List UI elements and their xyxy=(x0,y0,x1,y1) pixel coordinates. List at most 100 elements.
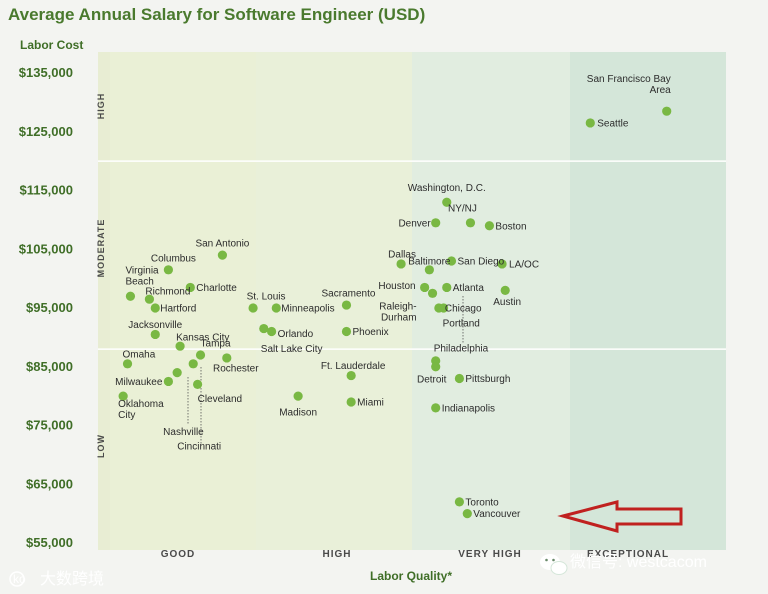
label-san-francisco-bay-area: San Francisco Bay Area xyxy=(587,74,671,96)
label-philadelphia: Philadelphia xyxy=(434,343,489,354)
point-virginia-beach xyxy=(125,291,136,301)
label-boston: Boston xyxy=(495,221,526,232)
point-detroit xyxy=(431,362,441,372)
point-jacksonville xyxy=(150,329,160,340)
label-nashville: Nashville xyxy=(163,427,204,438)
watermark-left-text: 大数跨境 xyxy=(40,569,104,588)
label-la-oc: LA/OC xyxy=(509,259,539,270)
point-minneapolis xyxy=(271,303,281,313)
watermark-right-text: 微信号: westcacom xyxy=(570,553,707,571)
label-sacramento: Sacramento xyxy=(322,289,376,300)
y-tick-label: $115,000 xyxy=(19,183,73,198)
y-tick-label: $55,000 xyxy=(26,535,73,550)
point-omaha xyxy=(122,359,133,369)
left-edge-band xyxy=(98,52,110,550)
point-ny-nj xyxy=(465,218,476,228)
label-omaha: Omaha xyxy=(123,349,156,360)
point-austin xyxy=(500,285,510,295)
highlight-arrow xyxy=(557,500,683,533)
point-cincinnati xyxy=(188,359,198,369)
point-madison xyxy=(293,391,303,401)
y-tick-label: $135,000 xyxy=(19,65,73,80)
label-baltimore: Baltimore xyxy=(408,256,451,267)
label-rochester: Rochester xyxy=(213,363,259,374)
point-toronto xyxy=(454,497,464,507)
region-high xyxy=(256,52,412,550)
point-cleveland xyxy=(193,379,203,389)
label-pittsburgh: Pittsburgh xyxy=(465,374,510,385)
label-charlotte: Charlotte xyxy=(196,283,237,294)
point-pittsburgh xyxy=(454,373,464,384)
label-raleigh-durham: Raleigh-Durham xyxy=(379,301,416,323)
label-oklahoma-city: Oklahoma City xyxy=(118,399,164,421)
point-raleigh-durham xyxy=(427,288,438,298)
y-tick-label: $125,000 xyxy=(19,124,73,139)
label-richmond: Richmond xyxy=(145,287,190,298)
label-tampa: Tampa xyxy=(201,339,231,350)
quality-category-high: HIGH xyxy=(323,549,352,560)
label-orlando: Orlando xyxy=(278,329,314,340)
label-chicago: Chicago xyxy=(445,304,482,315)
point-vancouver xyxy=(462,509,472,519)
point-salt-lake-city xyxy=(259,323,269,334)
label-virginia-beach: Virginia Beach xyxy=(125,265,159,287)
point-nashville xyxy=(172,368,182,378)
point-san-diego xyxy=(446,256,457,266)
point-houston xyxy=(420,282,430,293)
point-ft-lauderdale xyxy=(346,370,356,381)
label-atlanta: Atlanta xyxy=(453,283,485,294)
cost-band-high: HIGH xyxy=(96,93,106,120)
watermark-logo-icon xyxy=(9,571,25,587)
point-tampa xyxy=(195,350,206,360)
label-toronto: Toronto xyxy=(465,497,499,508)
y-tick-label: $95,000 xyxy=(26,300,73,315)
point-indianapolis xyxy=(431,403,441,413)
point-orlando xyxy=(267,326,277,337)
label-san-diego: San Diego xyxy=(458,257,505,268)
watermark-right: 微信号: westcacom xyxy=(540,553,707,575)
point-la-oc xyxy=(497,259,507,269)
cost-band-low: LOW xyxy=(96,434,106,458)
point-labels: San Francisco Bay Area Seattle Washington, … xyxy=(115,74,671,520)
point-chicago xyxy=(434,303,444,313)
label-cincinnati: Cincinnati xyxy=(177,441,221,452)
point-seattle xyxy=(585,118,595,128)
label-madison: Madison xyxy=(279,408,317,419)
y-tick-labels: $135,000 $125,000 $115,000 $105,000 $95,000 $… xyxy=(19,65,73,550)
point-atlanta xyxy=(442,282,452,293)
label-ny-nj: NY/NJ xyxy=(448,203,477,214)
label-ft-lauderdale: Ft. Lauderdale xyxy=(321,361,386,372)
point-dallas xyxy=(396,259,406,269)
point-richmond xyxy=(144,294,155,304)
label-washington-d-c: Washington, D.C. xyxy=(408,183,486,194)
quality-category-very-high: VERY HIGH xyxy=(458,549,521,560)
label-miami: Miami xyxy=(357,398,384,409)
point-denver xyxy=(431,218,441,228)
point-washington-d-c xyxy=(442,197,452,207)
label-jacksonville: Jacksonville xyxy=(128,320,182,331)
y-tick-label: $65,000 xyxy=(26,476,73,491)
point-san-francisco-bay-area xyxy=(662,106,672,116)
region-good xyxy=(110,52,256,550)
label-indianapolis: Indianapolis xyxy=(442,403,495,414)
point-baltimore xyxy=(424,265,434,275)
point-san-antonio xyxy=(217,250,228,260)
cost-band-moderate: MODERATE xyxy=(96,219,106,278)
quality-category-good: GOOD xyxy=(161,549,196,560)
label-hartford: Hartford xyxy=(160,304,196,315)
data-points xyxy=(118,106,672,519)
y-tick-label: $105,000 xyxy=(19,241,73,256)
watermark-logo-text: ko xyxy=(13,572,26,586)
point-phoenix xyxy=(341,326,352,337)
point-milwaukee xyxy=(163,376,173,387)
label-minneapolis: Minneapolis xyxy=(281,304,334,315)
chart-title: Average Annual Salary for Software Engin… xyxy=(8,5,425,24)
point-kansas-city xyxy=(175,341,185,351)
label-kansas-city: Kansas City xyxy=(176,333,229,344)
leader-lines xyxy=(187,296,464,446)
point-rochester xyxy=(222,353,232,363)
x-axis-label: Labor Quality* xyxy=(370,569,452,583)
label-cleveland: Cleveland xyxy=(198,394,242,405)
cost-band-labels: HIGH MODERATE LOW xyxy=(96,93,106,458)
watermark-left: ko 大数跨境 xyxy=(9,569,104,588)
